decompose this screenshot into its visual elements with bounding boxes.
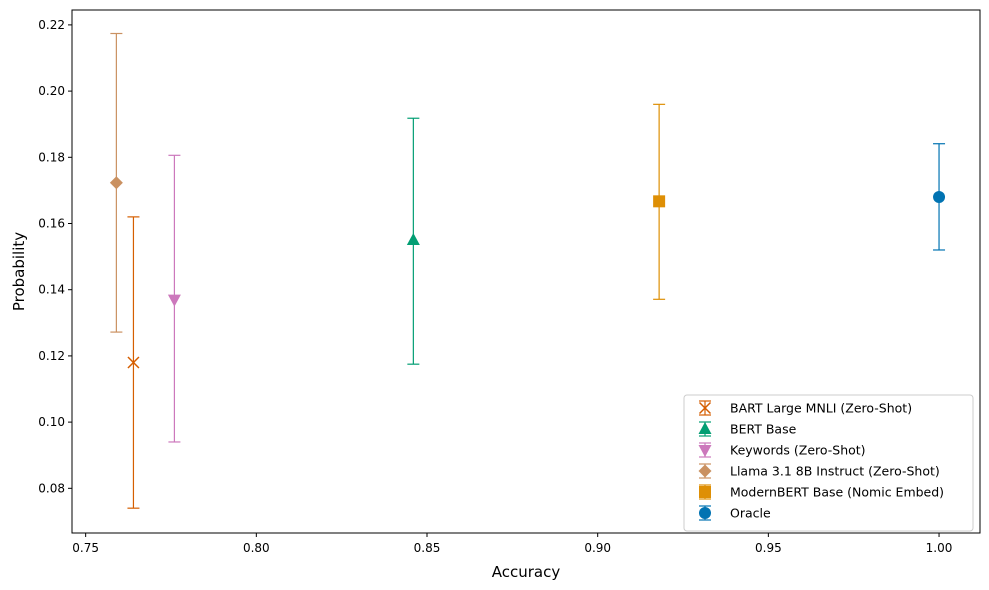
y-tick-label-0: 0.08 (38, 481, 65, 495)
plot-frame (71, 9, 981, 534)
y-tick-label-1: 0.10 (38, 415, 65, 429)
data-point-5 (933, 191, 946, 204)
legend-item-5: Oracle (699, 505, 771, 521)
y-tick-label-4: 0.16 (38, 217, 65, 231)
data-point-2 (167, 294, 181, 307)
series-4 (653, 103, 666, 300)
legend-marker-3 (698, 464, 712, 478)
legend: BART Large MNLI (Zero-Shot) BERT Base Keyw… (683, 394, 974, 532)
legend-marker-1 (698, 422, 712, 434)
legend-marker-5 (699, 507, 711, 519)
series-2 (167, 154, 181, 443)
x-tick-label-3: 0.90 (584, 541, 611, 555)
y-tick-label-7: 0.22 (38, 18, 65, 32)
x-tick-label-2: 0.85 (414, 541, 441, 555)
y-tick-label-3: 0.14 (38, 283, 65, 297)
x-tick-label-5: 1.00 (926, 541, 953, 555)
x-tick-label-4: 0.95 (755, 541, 782, 555)
legend-label-3: Llama 3.1 8B Instruct (Zero-Shot) (730, 464, 940, 479)
legend-marker-0-stroke-b (698, 401, 712, 415)
legend-item-0: BART Large MNLI (Zero-Shot) (698, 400, 912, 416)
x-axis: 0.75 0.80 0.85 0.90 0.95 1.00 (72, 533, 952, 555)
legend-marker-2 (698, 445, 712, 457)
legend-box (683, 394, 974, 532)
data-point-0 (127, 356, 140, 369)
y-axis: 0.08 0.10 0.12 0.14 0.16 0.18 0.20 0.22 (38, 18, 72, 495)
x-axis-label: Accuracy (492, 563, 561, 581)
legend-marker-4 (699, 486, 711, 498)
legend-item-2: Keywords (Zero-Shot) (698, 442, 866, 458)
y-axis-label: Probability (10, 232, 28, 311)
series-5 (933, 143, 946, 251)
legend-label-4: ModernBERT Base (Nomic Embed) (730, 485, 944, 500)
legend-label-0: BART Large MNLI (Zero-Shot) (730, 401, 912, 416)
data-point-1 (406, 233, 420, 246)
series-0 (127, 216, 140, 509)
legend-item-1: BERT Base (698, 421, 797, 437)
data-point-0-stroke-b (127, 356, 140, 369)
x-tick-label-0: 0.75 (72, 541, 99, 555)
legend-marker-0 (698, 401, 712, 415)
x-tick-label-1: 0.80 (243, 541, 270, 555)
data-point-4 (653, 195, 666, 208)
legend-label-1: BERT Base (730, 422, 797, 437)
legend-label-5: Oracle (730, 506, 771, 521)
y-tick-label-2: 0.12 (38, 349, 65, 363)
legend-item-4: ModernBERT Base (Nomic Embed) (699, 484, 944, 500)
y-tick-label-5: 0.18 (38, 150, 65, 164)
series-1 (406, 117, 420, 365)
legend-item-3: Llama 3.1 8B Instruct (Zero-Shot) (698, 463, 940, 479)
legend-label-2: Keywords (Zero-Shot) (730, 443, 866, 458)
y-tick-label-6: 0.20 (38, 84, 65, 98)
data-point-3 (109, 176, 123, 190)
series-3 (109, 32, 123, 333)
chart-marks (109, 32, 946, 509)
